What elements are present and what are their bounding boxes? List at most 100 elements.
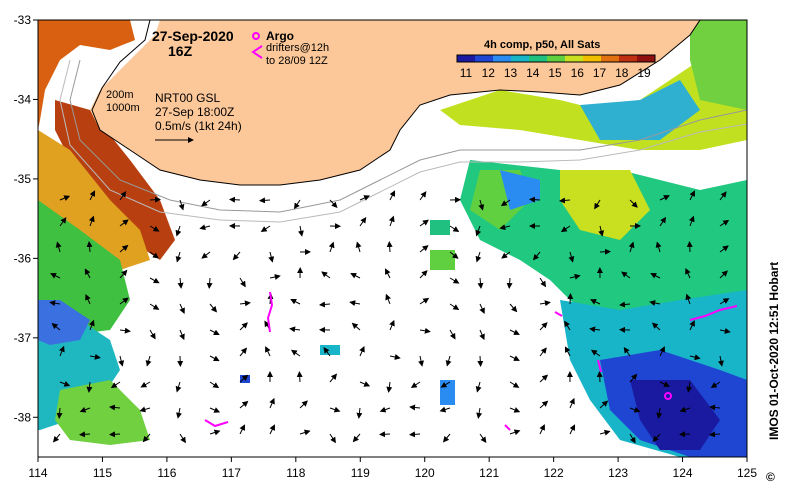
current-arrow-icon (649, 300, 661, 306)
current-arrow-icon (268, 251, 275, 263)
current-arrow-icon (265, 346, 271, 357)
x-tick-label: 121 (479, 466, 499, 480)
current-arrow-icon (229, 196, 241, 203)
current-arrow-icon (145, 355, 152, 367)
current-arrow-icon (50, 273, 61, 279)
current-arrow-icon (389, 319, 395, 331)
x-tick-label: 119 (351, 466, 370, 480)
current-arrow-icon (88, 215, 95, 227)
current-arrow-icon (119, 244, 129, 253)
current-arrow-icon (656, 407, 663, 419)
current-arrow-icon (539, 424, 545, 435)
current-arrow-icon (564, 320, 571, 331)
y-tick-label: -38 (14, 410, 32, 424)
current-vectors (49, 190, 731, 444)
x-tick-label: 115 (93, 466, 112, 480)
current-arrow-icon (710, 381, 721, 388)
colorbar-segment (529, 55, 548, 62)
argo-symbol-icon (252, 32, 260, 40)
current-arrow-icon (628, 241, 635, 253)
current-arrow-icon (386, 381, 393, 393)
current-arrow-icon (709, 431, 721, 438)
current-arrow-icon (206, 277, 213, 289)
current-arrow-icon (290, 349, 301, 357)
current-arrow-icon (409, 404, 421, 411)
x-tick-label: 120 (415, 466, 435, 480)
current-arrow-icon (299, 400, 308, 409)
current-arrow-icon (290, 298, 301, 305)
current-arrow-icon (506, 277, 513, 289)
current-arrow-icon (509, 355, 520, 361)
drifters-label-2: to 28/09 12Z (266, 55, 328, 67)
current-arrow-icon (419, 297, 430, 305)
colorbar-tick-label: 17 (593, 66, 607, 80)
current-arrow-icon (109, 431, 121, 438)
colorbar-segment (637, 55, 656, 62)
current-arrow-icon (139, 406, 151, 413)
y-tick-label: -35 (14, 172, 32, 186)
current-arrow-icon (686, 241, 693, 253)
current-arrow-icon (119, 297, 129, 305)
current-arrow-icon (269, 274, 281, 280)
current-arrow-icon (59, 195, 71, 201)
current-arrow-icon (175, 225, 182, 237)
current-arrow-icon (389, 190, 396, 201)
y-axis: -33 -34 -35 -36 -37 -38 (14, 13, 38, 424)
colorbar-segment (493, 55, 512, 62)
current-arrow-icon (569, 424, 576, 435)
current-arrow-icon (209, 429, 221, 436)
current-arrow-icon (689, 354, 701, 361)
contour-1000m (59, 59, 747, 223)
current-arrow-icon (449, 251, 459, 259)
current-arrow-icon (449, 329, 456, 340)
current-arrow-icon (539, 300, 551, 307)
current-arrow-icon (199, 224, 211, 231)
current-arrow-icon (119, 269, 128, 279)
current-arrow-icon (319, 301, 331, 308)
current-arrow-icon (359, 195, 371, 201)
current-arrow-icon (479, 329, 485, 341)
colorbar-tick-label: 19 (637, 66, 651, 80)
current-arrow-icon (389, 354, 401, 360)
drifter-symbol-icon (251, 45, 263, 59)
x-tick-label: 125 (737, 466, 757, 480)
current-arrow-icon (350, 273, 361, 279)
colorbar (456, 54, 656, 63)
current-arrow-icon (651, 322, 661, 331)
current-arrow-icon (209, 355, 220, 362)
current-arrow-icon (719, 298, 730, 305)
current-arrow-icon (479, 433, 487, 444)
current-arrow-icon (239, 424, 245, 435)
current-arrow-icon (149, 225, 160, 232)
current-arrow-icon (176, 407, 182, 419)
current-arrow-icon (679, 406, 691, 413)
colorbar-segment (601, 55, 620, 62)
current-arrow-icon (85, 293, 91, 305)
current-arrow-icon (356, 407, 363, 419)
current-arrow-icon (598, 225, 605, 237)
current-arrow-icon (719, 270, 728, 279)
current-arrow-icon (689, 320, 695, 331)
current-arrow-icon (659, 346, 665, 357)
current-arrow-icon (629, 433, 636, 444)
current-arrow-icon (349, 300, 361, 307)
current-arrow-icon (239, 374, 249, 383)
x-tick-label: 122 (544, 466, 564, 480)
current-arrow-icon (209, 381, 220, 389)
colorbar-segment (565, 55, 584, 62)
current-arrow-icon (79, 406, 91, 413)
current-arrow-icon (351, 322, 361, 331)
current-arrow-icon (260, 225, 271, 232)
current-arrow-icon (419, 270, 428, 279)
current-arrow-icon (567, 293, 574, 305)
current-arrow-icon (501, 251, 511, 259)
current-arrow-icon (652, 433, 661, 443)
current-arrow-icon (89, 353, 101, 360)
current-arrow-icon (629, 373, 638, 383)
current-arrow-icon (619, 301, 631, 308)
current-arrow-icon (352, 433, 361, 443)
current-arrow-icon (689, 190, 695, 201)
colorbar-title: 4h comp, p50, All Sats (484, 39, 600, 51)
plot-frame (37, 19, 748, 458)
